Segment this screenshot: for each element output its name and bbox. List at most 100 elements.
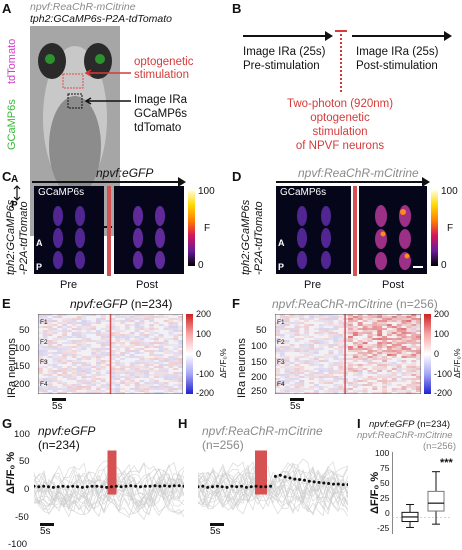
heatmap-cell <box>105 328 111 330</box>
heatmap-cell <box>318 370 324 372</box>
heatmap-cell <box>120 388 125 390</box>
heatmap-cell <box>86 358 92 360</box>
heatmap-cell <box>323 358 329 360</box>
heatmap-cell <box>96 392 101 394</box>
heatmap-cell <box>386 320 392 322</box>
heatmap-cell <box>304 314 310 316</box>
heatmap-cell <box>333 348 339 350</box>
heatmap-cell <box>62 368 67 370</box>
heatmap-cell <box>120 392 125 394</box>
heatmap-cell <box>284 324 290 326</box>
heatmap-cell <box>372 330 378 332</box>
heatmap-cell <box>57 380 63 382</box>
heatmap-cell <box>168 362 174 364</box>
heatmap-cell <box>416 326 421 328</box>
heatmap-cell <box>67 378 72 380</box>
trace-line <box>197 458 349 512</box>
heatmap-cell <box>158 350 164 352</box>
heatmap-cell <box>57 346 63 348</box>
heatmap-cell <box>76 346 82 348</box>
heatmap-cell <box>284 316 290 318</box>
heatmap-cell <box>406 346 412 348</box>
mean-point <box>148 484 152 488</box>
heatmap-cell <box>144 328 150 330</box>
panel-e-f3: F3 <box>40 359 48 366</box>
heatmap-cell <box>416 384 421 386</box>
heatmap-cell <box>62 358 67 360</box>
panel-c-side-2: -P2A-tdTomato <box>18 201 30 275</box>
mean-point <box>76 485 79 489</box>
heatmap-cell <box>377 380 383 382</box>
heatmap-cell <box>416 342 421 344</box>
heatmap-cell <box>81 314 87 316</box>
heatmap-cell <box>125 324 130 326</box>
heatmap-cell <box>357 344 363 346</box>
heatmap-cell <box>313 386 319 388</box>
mean-point <box>332 482 335 486</box>
heatmap-cell <box>52 364 58 366</box>
heatmap-cell <box>323 340 329 342</box>
heatmap-cell <box>38 382 43 384</box>
heatmap-cell <box>362 364 368 366</box>
heatmap-cell <box>110 346 116 348</box>
heatmap-cell <box>81 370 87 372</box>
heatmap-cell <box>158 376 164 378</box>
heatmap-cell <box>129 340 135 342</box>
heatmap-cell <box>163 344 169 346</box>
heatmap-cell <box>139 376 145 378</box>
heatmap-cell <box>401 350 407 352</box>
heatmap-cell <box>309 372 314 374</box>
heatmap-cell <box>352 372 358 374</box>
heatmap-cell <box>129 346 135 348</box>
heatmap-cell <box>149 374 154 376</box>
heatmap-cell <box>279 374 285 376</box>
heatmap-cell <box>96 372 101 374</box>
heatmap-cell <box>357 374 363 376</box>
heatmap-cell <box>318 330 324 332</box>
heatmap-cell <box>134 362 140 364</box>
heatmap-cell <box>328 380 334 382</box>
panel-h-n: (n=256) <box>202 438 244 452</box>
heatmap-cell <box>294 382 300 384</box>
stim-label-2: stimulation <box>134 69 189 81</box>
heatmap-cell <box>134 330 140 332</box>
panel-g-title: npvf:eGFP <box>38 424 96 438</box>
heatmap-cell <box>357 356 363 358</box>
heatmap-cell <box>309 348 314 350</box>
panel-e-colorbar <box>186 314 193 394</box>
heatmap-cell <box>134 340 140 342</box>
heatmap-cell <box>144 386 150 388</box>
heatmap-cell <box>158 392 164 394</box>
heatmap-cell <box>100 378 106 380</box>
heatmap-cell <box>372 320 378 322</box>
heatmap-cell <box>154 362 159 364</box>
larva-svg <box>30 26 120 236</box>
panel-i-ytick-100: 100 <box>375 448 390 458</box>
heatmap-cell <box>129 318 135 320</box>
panel-c-side-1: tph2:GCaMP6s <box>5 199 17 275</box>
heatmap-cell <box>129 382 135 384</box>
heatmap-cell <box>411 322 417 324</box>
heatmap-cell <box>100 320 106 322</box>
heatmap-cell <box>96 360 101 362</box>
heatmap-cell <box>284 362 290 364</box>
heatmap-cell <box>81 340 87 342</box>
heatmap-cell <box>173 330 179 332</box>
heatmap-cell <box>304 348 310 350</box>
heatmap-cell <box>76 366 82 368</box>
heatmap-cell <box>81 378 87 380</box>
heatmap-cell <box>338 334 344 336</box>
heatmap-cell <box>411 352 417 354</box>
heatmap-cell <box>154 350 159 352</box>
heatmap-cell <box>318 374 324 376</box>
heatmap-cell <box>71 336 77 338</box>
heatmap-cell <box>100 348 106 350</box>
heatmap-cell <box>367 348 373 350</box>
heatmap-cell <box>76 344 82 346</box>
heatmap-cell <box>294 348 300 350</box>
heatmap-cell <box>105 338 111 340</box>
heatmap-cell <box>348 370 353 372</box>
heatmap-cell <box>275 352 280 354</box>
heatmap-cell <box>47 340 53 342</box>
heatmap-cell <box>71 346 77 348</box>
